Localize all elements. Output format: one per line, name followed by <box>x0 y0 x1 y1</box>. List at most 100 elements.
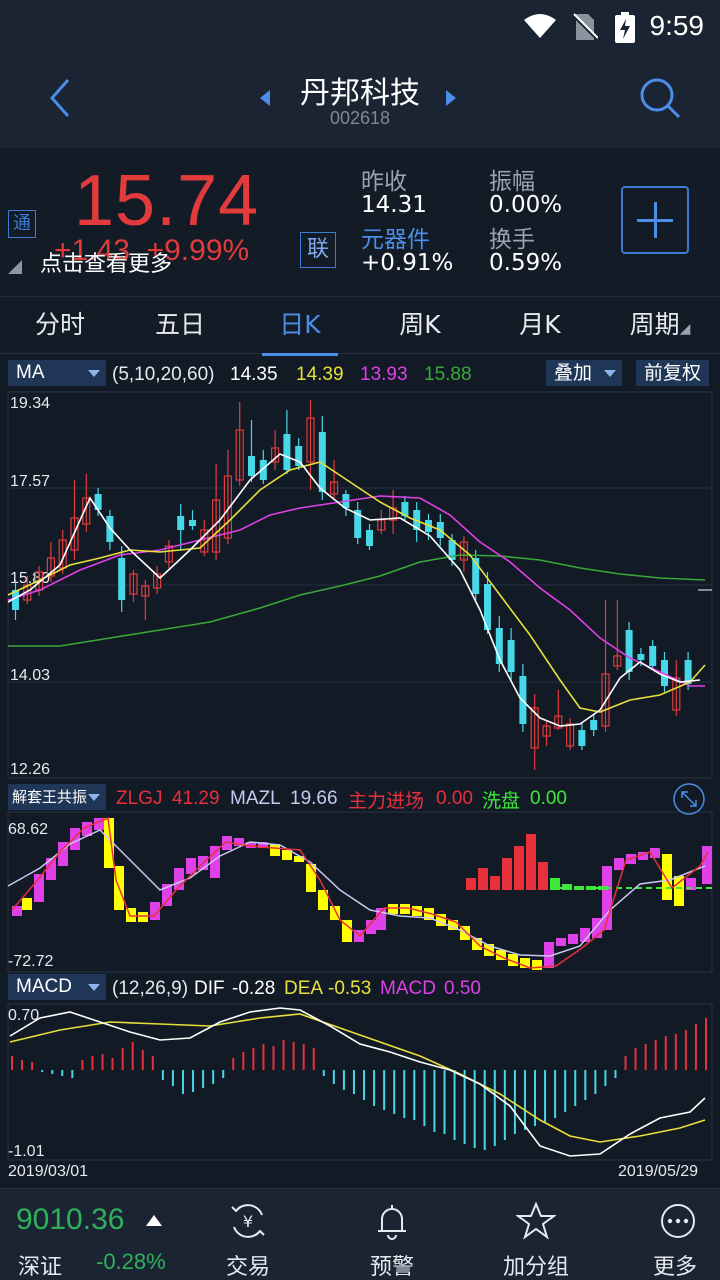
wash-bar <box>550 878 560 890</box>
price-tick: 12.26 <box>10 761 50 778</box>
current-price: 15.74 <box>74 161 260 241</box>
tab-five-day[interactable]: 五日 <box>154 310 205 339</box>
up-arrow-icon <box>146 1215 162 1226</box>
overlay-button[interactable]: 叠加 <box>546 360 622 386</box>
candle-body <box>459 541 468 561</box>
change-pct: +9.99% <box>146 234 250 267</box>
zlgj-block <box>532 960 542 970</box>
entry-bar <box>514 846 524 890</box>
zlgj-block <box>520 958 530 968</box>
stock-name: 丹邦科技 <box>300 76 420 111</box>
period-tabs: 分时 五日 日K 周K 月K 周期◢ <box>0 296 720 356</box>
tab-monthly-k[interactable]: 月K <box>519 310 561 339</box>
zlgj-block <box>436 914 446 926</box>
zlgj-block <box>318 890 328 910</box>
index-value: 9010.36 <box>16 1203 125 1236</box>
zlgj-block <box>376 908 386 930</box>
candle-body <box>259 460 267 480</box>
ma60-value: 15.88 <box>424 364 472 385</box>
wifi-icon <box>524 14 556 38</box>
title-bar: 丹邦科技 002618 <box>0 52 720 148</box>
kline-chart[interactable]: 19.34 17.57 15.80 14.03 12.26 68.62 -72.… <box>0 390 720 1186</box>
tong-badge[interactable]: 通 <box>8 210 36 238</box>
main-indicator-label: MA <box>16 362 45 383</box>
candle-body <box>70 517 79 551</box>
mazl-value: 19.66 <box>290 788 338 809</box>
nav-add-group[interactable]: 加分组 <box>486 1189 586 1280</box>
candle-body <box>164 545 173 563</box>
candle-body <box>141 585 150 597</box>
nav-alert[interactable]: 预警 <box>342 1189 442 1280</box>
candle-body <box>354 510 362 538</box>
stat-value: +0.91% <box>361 250 454 276</box>
candle-body <box>235 429 244 481</box>
candle-body <box>601 673 610 727</box>
stat-value: 14.31 <box>361 192 427 218</box>
sub-indicator-select[interactable]: 解套王共振 <box>8 784 106 810</box>
candle-body <box>578 730 586 746</box>
candle-body <box>189 520 196 526</box>
zlgj-block <box>104 818 114 868</box>
macd-indicator-select[interactable]: MACD <box>8 974 106 1000</box>
zlgj-tick: 68.62 <box>8 821 48 838</box>
main-indicator-select[interactable]: MA <box>8 360 106 386</box>
candle-body <box>530 707 539 749</box>
candle-body <box>330 481 339 495</box>
expand-icon[interactable] <box>672 782 706 816</box>
search-icon[interactable] <box>638 76 682 120</box>
zlgj-block <box>650 848 660 858</box>
price-tick: 17.57 <box>10 473 50 490</box>
tab-intraday[interactable]: 分时 <box>34 310 85 339</box>
bottom-bar: 9010.36 深证 -0.28% ¥ 交易 预警 加分组 更多 <box>0 1188 720 1280</box>
zlgj-block <box>222 836 232 850</box>
back-arrow-icon[interactable] <box>40 74 80 122</box>
candle-body <box>507 640 515 672</box>
candle-body <box>223 475 232 539</box>
quote-panel[interactable]: 通 15.74 +1.43 +9.99% 点击查看更多 联 昨收 14.31 元… <box>0 148 720 294</box>
entry-bar <box>490 876 500 890</box>
entry-bar <box>502 858 512 890</box>
zlgj-block <box>246 842 256 848</box>
ma5-value: 14.35 <box>230 364 278 385</box>
candle-body <box>565 723 575 747</box>
zlgj-label: ZLGJ <box>116 788 163 809</box>
more-tip[interactable]: 点击查看更多 <box>40 252 173 277</box>
price-tick: 15.80 <box>10 570 50 587</box>
lian-badge[interactable]: 联 <box>300 232 336 268</box>
index-ticker[interactable]: 9010.36 深证 -0.28% <box>0 1189 190 1280</box>
macd-indicator-bar: MACD (12,26,9) DIF -0.28 DEA -0.53 MACD … <box>0 972 720 1004</box>
candle-body <box>625 630 633 672</box>
zlgj-block <box>126 908 136 922</box>
stat-sector[interactable]: 元器件 +0.91% <box>361 220 453 276</box>
dea-value: -0.53 <box>328 978 372 999</box>
zlgj-block <box>270 844 280 856</box>
svg-text:¥: ¥ <box>243 1212 253 1231</box>
prev-stock-icon[interactable] <box>258 90 272 106</box>
tab-daily-k[interactable]: 日K <box>240 297 360 356</box>
macd-histogram-layer <box>11 1018 707 1150</box>
more-icon <box>661 1204 695 1238</box>
candle-body <box>283 434 291 470</box>
mazl-label: MAZL <box>230 788 281 809</box>
tab-period[interactable]: 周期◢ <box>600 297 720 355</box>
stat-label: 元器件 <box>361 227 430 253</box>
wash-bar <box>598 886 608 890</box>
stat-prev-close: 昨收 14.31 <box>361 162 427 218</box>
nav-more[interactable]: 更多 <box>630 1189 720 1280</box>
stat-label: 振幅 <box>489 169 535 195</box>
zlgj-block <box>496 950 506 960</box>
add-watchlist-button[interactable] <box>621 186 689 254</box>
tab-weekly-k[interactable]: 周K <box>399 310 441 339</box>
candle-body <box>366 530 373 546</box>
nav-trade[interactable]: ¥ 交易 <box>198 1189 298 1280</box>
next-stock-icon[interactable] <box>444 90 458 106</box>
candle-body <box>672 677 681 711</box>
zlgj-block <box>294 856 304 862</box>
zlgj-block <box>638 852 648 860</box>
zlgj-block <box>330 906 340 920</box>
expand-corner-icon <box>8 260 22 274</box>
zlgj-block <box>210 846 220 878</box>
candle-body <box>295 446 303 466</box>
ma20-line <box>7 495 705 687</box>
adjust-button[interactable]: 前复权 <box>636 360 710 386</box>
